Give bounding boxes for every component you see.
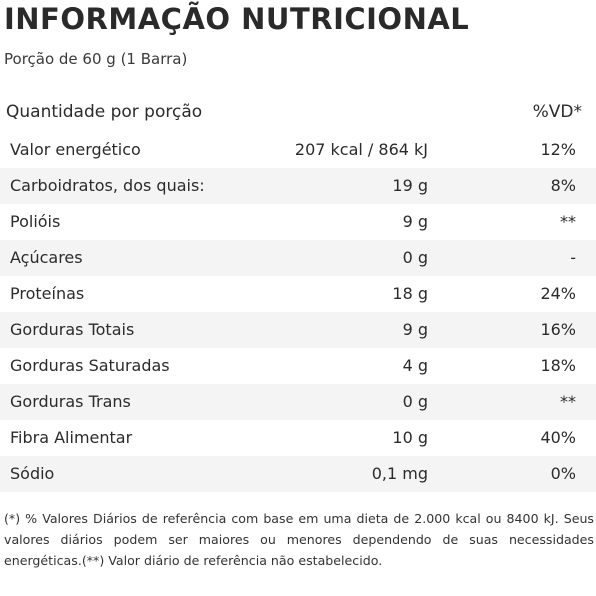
- nutrient-amount: 0,1 mg: [371, 464, 428, 483]
- nutrient-vd: **: [560, 392, 576, 411]
- nutrient-vd: 24%: [540, 284, 576, 303]
- nutrient-name: Fibra Alimentar: [10, 428, 133, 447]
- nutrient-amount: 207 kcal / 864 kJ: [294, 140, 428, 159]
- serving-size: Porção de 60 g (1 Barra): [4, 50, 188, 68]
- nutrient-name: Gorduras Saturadas: [10, 356, 170, 375]
- nutrient-amount: 19 g: [392, 176, 428, 195]
- nutrient-amount: 18 g: [392, 284, 428, 303]
- nutrient-vd: -: [570, 248, 576, 267]
- nutrient-name: Gorduras Trans: [10, 392, 131, 411]
- table-row: Polióis 9 g **: [0, 204, 596, 240]
- nutrient-name: Valor energético: [10, 140, 141, 159]
- nutrient-name: Gorduras Totais: [10, 320, 135, 339]
- nutrient-name: Carboidratos, dos quais:: [10, 176, 205, 195]
- nutrient-vd: **: [560, 212, 576, 231]
- table-row: Fibra Alimentar 10 g 40%: [0, 420, 596, 456]
- table-header: Quantidade por porção %VD*: [0, 98, 596, 128]
- nutrient-vd: 8%: [550, 176, 576, 195]
- table-row: Gorduras Saturadas 4 g 18%: [0, 348, 596, 384]
- nutrient-name: Açúcares: [10, 248, 83, 267]
- table-row: Gorduras Trans 0 g **: [0, 384, 596, 420]
- nutrient-vd: 16%: [540, 320, 576, 339]
- footnote: (*) % Valores Diários de referência com …: [4, 511, 594, 568]
- nutrient-vd: 18%: [540, 356, 576, 375]
- nutrient-vd: 12%: [540, 140, 576, 159]
- nutrient-amount: 0 g: [402, 392, 428, 411]
- table-row: Proteínas 18 g 24%: [0, 276, 596, 312]
- nutrient-amount: 9 g: [402, 320, 428, 339]
- nutrient-amount: 4 g: [402, 356, 428, 375]
- nutrient-name: Sódio: [10, 464, 55, 483]
- table-row: Valor energético 207 kcal / 864 kJ 12%: [0, 132, 596, 168]
- nutrient-vd: 40%: [540, 428, 576, 447]
- table-row: Carboidratos, dos quais: 19 g 8%: [0, 168, 596, 204]
- nutrient-amount: 0 g: [402, 248, 428, 267]
- vd-header: %VD*: [532, 102, 582, 122]
- nutrient-name: Proteínas: [10, 284, 85, 303]
- page-title: INFORMAÇÃO NUTRICIONAL: [4, 2, 470, 36]
- quantity-header: Quantidade por porção: [6, 102, 203, 122]
- nutrient-name: Polióis: [10, 212, 61, 231]
- nutrient-vd: 0%: [550, 464, 576, 483]
- table-row: Sódio 0,1 mg 0%: [0, 456, 596, 492]
- nutrition-table: Valor energético 207 kcal / 864 kJ 12% C…: [0, 132, 596, 492]
- table-row: Gorduras Totais 9 g 16%: [0, 312, 596, 348]
- nutrient-amount: 10 g: [392, 428, 428, 447]
- nutrient-amount: 9 g: [402, 212, 428, 231]
- table-row: Açúcares 0 g -: [0, 240, 596, 276]
